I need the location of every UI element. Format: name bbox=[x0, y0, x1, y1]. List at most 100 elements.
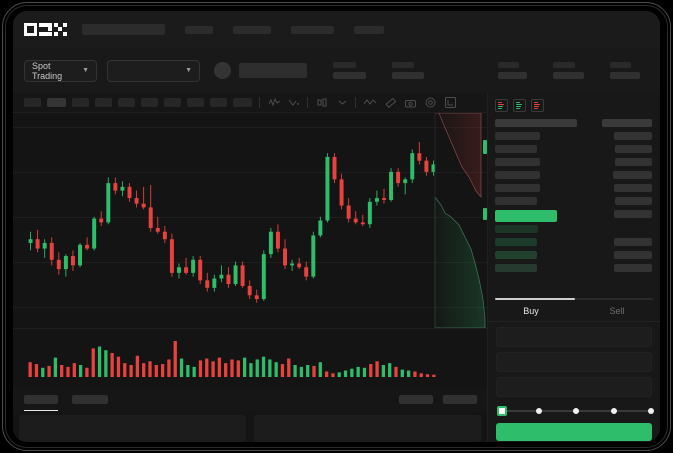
volume-chart[interactable] bbox=[13, 328, 487, 388]
price-chart[interactable] bbox=[13, 113, 487, 328]
stat-label bbox=[610, 62, 631, 68]
nav-link-3[interactable] bbox=[291, 25, 334, 34]
order-total-field[interactable] bbox=[496, 377, 652, 397]
timeframe-button-8[interactable] bbox=[187, 98, 204, 107]
bid-price bbox=[495, 225, 538, 233]
order-card-1[interactable] bbox=[19, 415, 246, 442]
settings-chevron-icon[interactable] bbox=[336, 97, 348, 109]
okx-logo[interactable] bbox=[24, 23, 70, 36]
fullscreen-icon[interactable] bbox=[444, 97, 456, 109]
order-amount-field[interactable] bbox=[496, 352, 652, 372]
ask-size bbox=[613, 171, 652, 179]
tab-buy[interactable]: Buy bbox=[488, 300, 574, 322]
orderbook-ask-row[interactable] bbox=[488, 130, 660, 143]
stat-label bbox=[392, 62, 414, 68]
price-marker-bid bbox=[483, 140, 487, 154]
camera-icon[interactable] bbox=[404, 97, 416, 109]
orders-action-2[interactable] bbox=[443, 395, 477, 404]
price-marker-last bbox=[483, 208, 487, 220]
slider-handle[interactable] bbox=[497, 406, 507, 416]
orderbook-ask-row[interactable] bbox=[488, 156, 660, 169]
timeframe-button-10[interactable] bbox=[233, 98, 252, 107]
nav-link-2[interactable] bbox=[233, 25, 271, 34]
amount-percent-slider[interactable] bbox=[497, 406, 654, 416]
chevron-down-icon: ▼ bbox=[185, 67, 192, 74]
orderbook-bid-row[interactable] bbox=[488, 249, 660, 262]
slider-stop-75[interactable] bbox=[611, 407, 617, 414]
volume-bar-series bbox=[28, 341, 436, 377]
orderbook-asks-icon[interactable] bbox=[531, 99, 544, 112]
stat-label bbox=[333, 62, 356, 68]
orderbook-ask-row[interactable] bbox=[488, 195, 660, 208]
tab-open-orders[interactable] bbox=[24, 395, 58, 411]
timeframe-button-4[interactable] bbox=[95, 98, 112, 107]
ruler-icon[interactable] bbox=[384, 97, 396, 109]
indicator-icon[interactable] bbox=[268, 97, 280, 109]
compare-icon[interactable] bbox=[288, 97, 300, 109]
timeframe-button-6[interactable] bbox=[141, 98, 158, 107]
order-price-field[interactable] bbox=[496, 327, 652, 347]
orderbook-ask-row[interactable] bbox=[488, 143, 660, 156]
timeframe-button-5[interactable] bbox=[118, 98, 135, 107]
bid-price bbox=[495, 264, 537, 272]
ask-size bbox=[614, 184, 652, 192]
orderbook-bid-row[interactable] bbox=[488, 262, 660, 275]
orderbook-col-header-size bbox=[602, 119, 652, 127]
ask-price bbox=[495, 145, 537, 153]
market-type-label: Spot Trading bbox=[32, 60, 63, 81]
order-book[interactable] bbox=[488, 113, 660, 295]
slider-stop-100[interactable] bbox=[648, 407, 654, 414]
trading-pair-dropdown[interactable]: ▼ bbox=[107, 59, 200, 82]
orderbook-both-icon[interactable] bbox=[495, 99, 508, 112]
chart-gridline bbox=[13, 172, 487, 173]
timeframe-button-7[interactable] bbox=[164, 98, 181, 107]
coin-avatar bbox=[214, 62, 231, 79]
chart-gridline bbox=[13, 217, 487, 218]
nav-link-4[interactable] bbox=[354, 25, 384, 34]
stat-block-3 bbox=[498, 62, 527, 79]
depth-chart-overlay bbox=[429, 113, 487, 328]
orderbook-bid-row[interactable] bbox=[488, 236, 660, 249]
ask-size bbox=[614, 132, 652, 140]
order-card-2[interactable] bbox=[254, 415, 481, 442]
current-price-size bbox=[614, 210, 652, 218]
stat-block-1 bbox=[333, 62, 366, 79]
orderbook-col-header-price bbox=[495, 119, 577, 127]
slider-stop-50[interactable] bbox=[573, 407, 579, 414]
orderbook-bids-icon[interactable] bbox=[513, 99, 526, 112]
orderbook-ask-row[interactable] bbox=[488, 182, 660, 195]
timeframe-button-2[interactable] bbox=[47, 98, 66, 107]
ask-price bbox=[495, 171, 540, 179]
orders-action-1[interactable] bbox=[399, 395, 433, 404]
submit-buy-button[interactable] bbox=[496, 423, 652, 441]
stat-value bbox=[333, 72, 366, 79]
orderbook-bid-row[interactable] bbox=[488, 223, 660, 236]
template-icon[interactable] bbox=[316, 97, 328, 109]
stat-block-4 bbox=[553, 62, 584, 79]
timeframe-button-1[interactable] bbox=[24, 98, 41, 107]
timeframe-button-3[interactable] bbox=[72, 98, 89, 107]
orderbook-ask-row[interactable] bbox=[488, 169, 660, 182]
ask-size bbox=[615, 158, 652, 166]
market-type-dropdown[interactable]: Spot Trading ▼ bbox=[24, 59, 97, 82]
line-tool-icon[interactable] bbox=[364, 97, 376, 109]
orders-panel bbox=[13, 411, 487, 442]
orderbook-scrollbar[interactable] bbox=[495, 298, 653, 300]
orderbook-scrollbar-thumb[interactable] bbox=[495, 298, 575, 300]
tab-sell[interactable]: Sell bbox=[574, 300, 660, 322]
slider-stop-25[interactable] bbox=[536, 407, 542, 414]
logo-letter-k bbox=[39, 23, 52, 36]
ask-size bbox=[615, 145, 652, 153]
toolbar-divider bbox=[307, 97, 308, 108]
nav-link-1[interactable] bbox=[185, 25, 213, 34]
search-input[interactable] bbox=[82, 24, 165, 35]
chevron-down-icon: ▼ bbox=[82, 67, 89, 74]
logo-letter-x bbox=[54, 23, 67, 36]
timeframe-button-9[interactable] bbox=[210, 98, 227, 107]
alert-icon[interactable] bbox=[424, 97, 436, 109]
ask-price bbox=[495, 184, 540, 192]
orders-tab-bar bbox=[13, 388, 487, 411]
current-price-highlight bbox=[495, 210, 557, 222]
tab-order-history[interactable] bbox=[72, 395, 108, 404]
